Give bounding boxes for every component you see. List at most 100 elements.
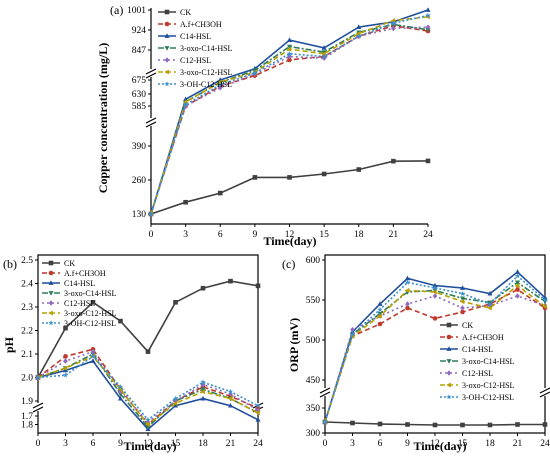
y-tick-label: 2.0: [21, 374, 33, 384]
data-point: [255, 410, 260, 416]
data-point: [460, 305, 465, 311]
data-point: [172, 395, 179, 401]
data-point: [542, 422, 548, 427]
legend-marker: [164, 57, 170, 63]
data-point: [432, 422, 438, 428]
data-point: [252, 175, 258, 180]
legend-label: A.f+CH3OH: [180, 20, 222, 29]
data-point: [255, 283, 261, 289]
data-point: [377, 313, 382, 319]
legend-item: C12-HSL: [42, 299, 95, 308]
panel-c: (c) 0 3 6 9 12 15 18 21 24 300 350 450 500 550 600 CK A…: [282, 254, 550, 453]
data-point: [391, 25, 396, 32]
data-point: [542, 299, 548, 305]
y-tick-label: 1.7: [21, 412, 33, 422]
data-point: [183, 199, 188, 205]
panel-b-series: [35, 278, 261, 432]
series-ck: [148, 158, 431, 217]
legend-marker: [446, 359, 452, 364]
data-point: [405, 422, 410, 427]
axis-break-gap: [145, 69, 157, 77]
data-point: [200, 395, 206, 401]
data-point: [287, 57, 292, 63]
axis-break-mark: [145, 117, 157, 124]
series-line: [324, 288, 546, 423]
legend-marker: [48, 270, 54, 276]
data-point: [459, 285, 466, 290]
axis-break-mark: [319, 391, 331, 398]
data-point: [172, 400, 178, 406]
data-point: [145, 421, 150, 428]
x-tick-label: 6: [218, 230, 223, 240]
series-3-oxo-c14-hsl: [322, 280, 548, 425]
series-ck: [322, 419, 548, 428]
x-tick-label: 24: [540, 439, 550, 449]
axis-break-mark: [145, 121, 157, 128]
data-point: [286, 51, 293, 57]
data-point: [321, 51, 326, 57]
x-tick-label: 15: [171, 439, 181, 449]
data-point: [227, 402, 234, 408]
y-tick-label: 450: [306, 376, 321, 386]
x-tick-label: 12: [143, 439, 153, 449]
legend-label: 3-OH-C12-HSL: [180, 80, 232, 89]
data-point: [432, 293, 438, 299]
legend-label: 3-oxo-C14-HSL: [64, 289, 117, 298]
legend-label: 3-oxo-C12-HSL: [462, 381, 515, 390]
data-point: [356, 24, 362, 29]
axis-break-gap: [32, 403, 44, 411]
data-point: [350, 326, 355, 333]
data-point: [425, 12, 431, 18]
data-point: [90, 358, 96, 363]
x-tick-label: 21: [513, 439, 523, 449]
data-point: [542, 297, 548, 303]
y-tick-label: 847: [132, 46, 147, 56]
x-tick-label: 0: [323, 439, 328, 449]
x-tick-label: 3: [183, 230, 188, 240]
data-point: [255, 402, 261, 408]
data-point: [459, 290, 466, 296]
legend-label: C14-HSL: [64, 279, 95, 288]
legend-marker: [446, 334, 452, 340]
x-tick-label: 9: [253, 230, 258, 240]
series-c12-hsl: [35, 348, 261, 425]
panel-b-ylabel: pH: [2, 336, 16, 353]
legend-item: 3-OH-C12-HSL: [158, 80, 232, 89]
legend-label: C12-HSL: [180, 56, 211, 65]
legend-label: 3-OH-C12-HSL: [64, 319, 116, 328]
data-point: [217, 81, 223, 87]
panel-c-ylabel: ORP (mV): [287, 318, 301, 372]
legend-item: C14-HSL: [158, 32, 211, 41]
x-tick-label: 18: [198, 439, 208, 449]
legend-item: C12-HSL: [440, 369, 493, 378]
data-point: [62, 365, 68, 371]
legend-label: C14-HSL: [462, 345, 493, 354]
y-tick-label: 2.3: [21, 303, 33, 313]
y-tick-label: 924: [132, 26, 147, 36]
panel-b-label: (b): [3, 257, 17, 271]
data-point: [487, 305, 492, 311]
legend-label: A.f+CH3OH: [64, 269, 106, 278]
legend-label: 3-oxo-C14-HSL: [180, 44, 233, 53]
series-3-oh-c12-hsl: [35, 353, 261, 423]
data-point: [145, 349, 151, 354]
legend-item: CK: [42, 259, 75, 268]
data-point: [459, 299, 465, 305]
data-point: [227, 396, 233, 402]
legend-item: 3-oxo-C12-HSL: [158, 68, 233, 77]
panel-a-axes: 0 3 6 9 12 15 18 21 24 130 260 390 585 630 675 847 924 10…: [127, 6, 433, 240]
legend-label: C12-HSL: [64, 299, 95, 308]
data-point: [514, 280, 521, 286]
legend-marker: [446, 394, 452, 400]
x-tick-label: 24: [253, 439, 263, 449]
data-point: [90, 300, 96, 305]
legend-marker: [48, 300, 54, 306]
x-tick-label: 6: [91, 439, 96, 449]
data-point: [404, 287, 410, 293]
legend-marker: [164, 81, 170, 87]
series-line: [37, 355, 259, 426]
data-point: [252, 70, 258, 76]
x-tick-label: 9: [405, 439, 410, 449]
legend-marker: [446, 346, 452, 351]
